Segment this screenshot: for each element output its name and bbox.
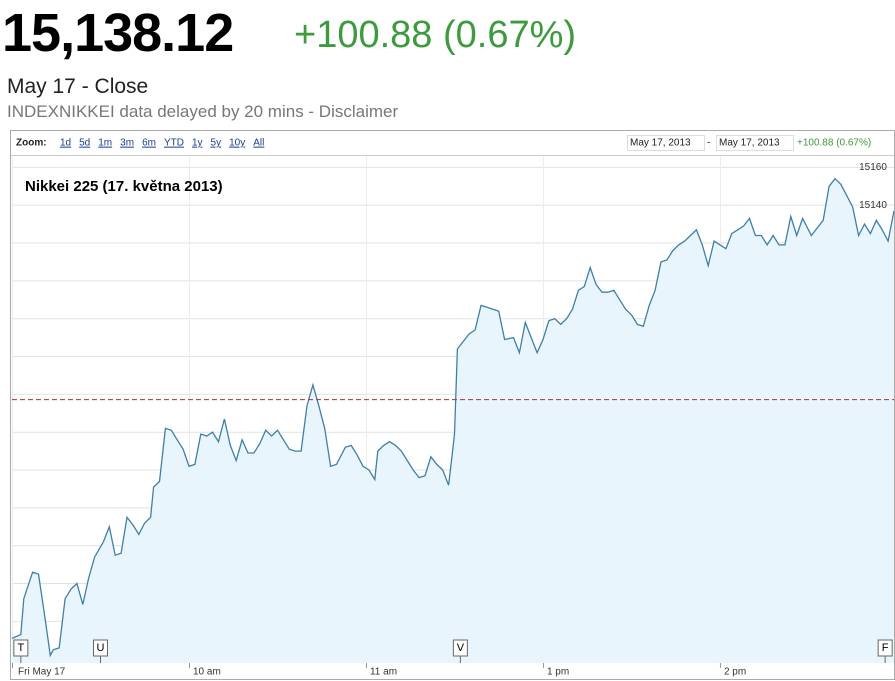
zoom-link[interactable]: 5y [211, 138, 222, 149]
flag [13, 639, 29, 657]
zoom-link[interactable]: 1m [98, 138, 112, 149]
price-change: +100.88 (0.67%) [294, 14, 577, 56]
zoom-label: Zoom: [16, 138, 47, 149]
range-start: May 17, 2013 [630, 138, 691, 149]
range-sep: - [707, 138, 710, 149]
area-fill [12, 178, 894, 663]
x-tick-label: Fri May 17 [18, 667, 66, 678]
chart-title: Nikkei 225 (17. května 2013) [25, 178, 223, 195]
date-label: May 17 - Close [7, 75, 149, 98]
x-tick-label: 1 pm [547, 667, 569, 678]
range-box [716, 135, 794, 151]
range-box [627, 135, 705, 151]
zoom-links: 1d 5d 1m 3m 6m YTD 1y 5y 10y All [60, 138, 264, 149]
flag-label: V [457, 642, 465, 654]
plot: 1490014920149401496014980150001502015040… [11, 156, 895, 678]
zoom-link[interactable]: 1d [60, 138, 71, 149]
zoom-link[interactable]: All [253, 138, 264, 149]
flag-label: F [882, 642, 889, 654]
range-change: +100.88 (0.67%) [797, 138, 871, 149]
y-tick-label: 15140 [859, 200, 887, 211]
zoom-link[interactable]: 1y [192, 138, 203, 149]
price: 15,138.12 [2, 3, 234, 63]
source-note[interactable]: INDEXNIKKEI data delayed by 20 mins - Di… [7, 102, 399, 121]
y-tick-label: 15160 [859, 162, 887, 173]
range-end: May 17, 2013 [719, 138, 780, 149]
flag-label: T [17, 642, 24, 654]
x-tick-label: 10 am [193, 667, 221, 678]
zoom-link[interactable]: YTD [164, 138, 184, 149]
flag [92, 639, 108, 657]
zoom-link[interactable]: 3m [120, 138, 134, 149]
flag [877, 639, 893, 657]
price-line [11, 177, 895, 658]
flag-label: U [97, 642, 105, 654]
zoom-link[interactable]: 10y [229, 138, 245, 149]
zoom-link[interactable]: 6m [142, 138, 156, 149]
flag [452, 639, 468, 657]
zoom-link[interactable]: 5d [79, 138, 90, 149]
x-tick-label: 2 pm [724, 667, 746, 678]
x-tick-label: 11 am [370, 667, 397, 678]
